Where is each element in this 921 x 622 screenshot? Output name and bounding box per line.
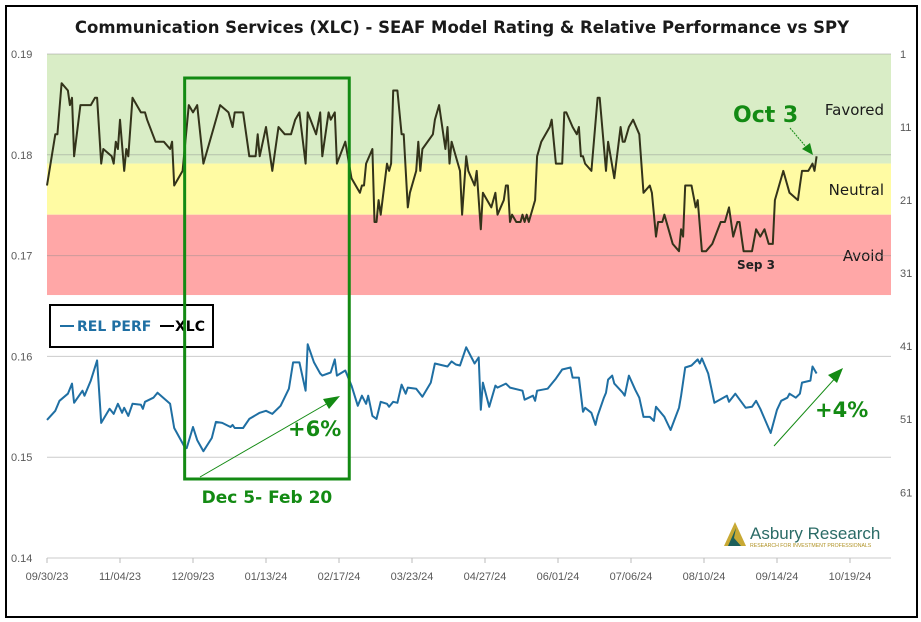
right-tick-label: 51 bbox=[900, 414, 912, 426]
x-tick-label: 03/23/24 bbox=[391, 571, 434, 583]
oct3-arrow bbox=[789, 127, 808, 149]
sep3-label: Sep 3 bbox=[737, 258, 775, 272]
x-tick-label: 12/09/23 bbox=[172, 571, 215, 583]
x-tick-label: 08/10/24 bbox=[683, 571, 726, 583]
right-tick-label: 61 bbox=[900, 487, 912, 499]
left-tick-label: 0.17 bbox=[11, 251, 32, 263]
zone-label-avoid: Avoid bbox=[843, 247, 884, 265]
logo-mark-inner bbox=[728, 528, 741, 546]
left-tick-label: 0.14 bbox=[11, 553, 32, 565]
x-tick-label: 06/01/24 bbox=[537, 571, 580, 583]
left-tick-label: 0.16 bbox=[11, 351, 32, 363]
arrowhead-icon bbox=[828, 368, 843, 383]
zone-label-neutral: Neutral bbox=[829, 181, 884, 199]
left-tick-label: 0.18 bbox=[11, 150, 32, 162]
gridlines bbox=[47, 53, 891, 559]
gain-label-box: +6% bbox=[288, 417, 341, 441]
x-tick-label: 09/14/24 bbox=[756, 571, 799, 583]
left-tick-label: 0.15 bbox=[11, 452, 32, 464]
x-tick-label: 11/04/23 bbox=[99, 571, 141, 583]
legend-label-rel-perf: REL PERF bbox=[77, 319, 151, 335]
zone-avoid bbox=[47, 214, 891, 296]
oct3-label: Oct 3 bbox=[733, 103, 798, 128]
gain-arrow-recent bbox=[773, 374, 839, 447]
right-tick-label: 11 bbox=[900, 122, 911, 134]
logo-mark-icon bbox=[724, 522, 746, 546]
chart-title: Communication Services (XLC) - SEAF Mode… bbox=[75, 18, 850, 37]
left-axis: 0.14 0.15 0.16 0.17 0.18 0.19 bbox=[11, 49, 32, 565]
right-tick-label: 21 bbox=[900, 195, 912, 207]
zone-label-favored: Favored bbox=[825, 101, 884, 119]
x-tick-label: 10/19/24 bbox=[829, 571, 872, 583]
left-tick-label: 0.19 bbox=[11, 49, 32, 61]
asbury-logo: Asbury Research RESEARCH FOR INVESTMENT … bbox=[724, 522, 880, 549]
gain-arrow-box bbox=[199, 398, 336, 478]
logo-tagline: RESEARCH FOR INVESTMENT PROFESSIONALS bbox=[750, 543, 872, 549]
right-tick-label: 41 bbox=[900, 341, 912, 353]
series-line-rel-perf bbox=[46, 343, 818, 453]
x-tick-label: 02/17/24 bbox=[318, 571, 361, 583]
period-label: Dec 5- Feb 20 bbox=[202, 488, 333, 508]
x-axis: 09/30/23 11/04/23 12/09/23 01/13/24 02/17/24… bbox=[26, 558, 872, 583]
logo-name: Asbury Research bbox=[750, 524, 880, 543]
x-tick-label: 01/13/24 bbox=[245, 571, 288, 583]
x-tick-label: 04/27/24 bbox=[464, 571, 507, 583]
x-tick-label: 07/06/24 bbox=[610, 571, 653, 583]
highlight-box bbox=[183, 76, 351, 481]
arrowhead-icon bbox=[323, 396, 340, 409]
right-tick-label: 31 bbox=[900, 268, 912, 280]
right-tick-label: 1 bbox=[900, 49, 906, 61]
x-tick-label: 09/30/23 bbox=[26, 571, 69, 583]
legend: REL PERF XLC bbox=[49, 304, 214, 348]
gain-label-recent: +4% bbox=[815, 398, 868, 422]
arrowhead-icon bbox=[802, 143, 813, 155]
annotations: Dec 5- Feb 20 +6% +4% Oct 3 Sep 3 bbox=[183, 76, 868, 508]
legend-label-xlc: XLC bbox=[175, 319, 205, 335]
